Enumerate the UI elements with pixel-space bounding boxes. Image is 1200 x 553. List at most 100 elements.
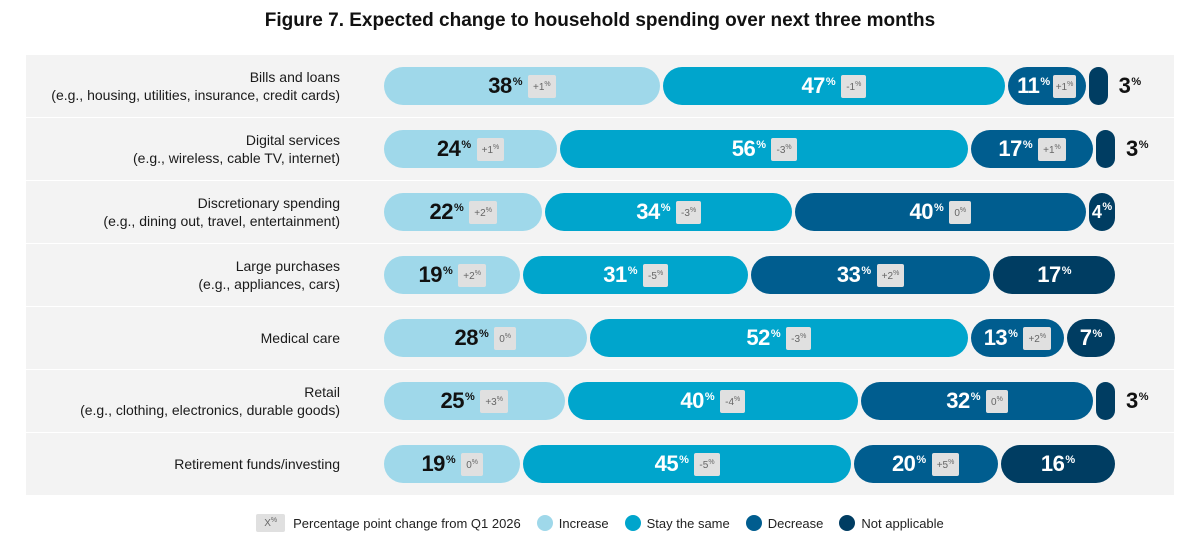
legend-item-increase: Increase xyxy=(536,515,609,531)
legend-item-na: Not applicable xyxy=(839,515,944,531)
category-example: (e.g., appliances, cars) xyxy=(198,276,340,292)
change-badge: -5% xyxy=(643,263,669,287)
legend-change-label: Percentage point change from Q1 2026 xyxy=(293,515,521,531)
bar-segment-increase: 25% +3% xyxy=(384,382,565,420)
bar-segment-stay: 52% -3% xyxy=(589,319,969,357)
bar-segment-na xyxy=(1095,382,1115,420)
change-badge: 0% xyxy=(949,200,972,224)
data-label: 56% xyxy=(731,136,766,161)
bar-segment-decrease: 33% +2% xyxy=(751,256,991,294)
data-label: 40% xyxy=(680,388,715,413)
legend-dot-stay xyxy=(624,515,641,531)
category-example: (e.g., clothing, electronics, durable go… xyxy=(80,402,340,418)
category-label: Bills and loans (e.g., housing, utilities… xyxy=(0,55,340,117)
legend: X% Percentage point change from Q1 2026 … xyxy=(0,510,1200,536)
bar-segment-increase: 24% +1% xyxy=(384,130,558,168)
data-label: 16% xyxy=(1040,451,1075,476)
change-badge: +1% xyxy=(1038,137,1066,161)
category-label: Digital services (e.g., wireless, cable T… xyxy=(0,118,340,180)
bar-segment-increase: 19% +2% xyxy=(384,256,521,294)
change-badge: +5% xyxy=(931,452,960,476)
data-label: 20% xyxy=(891,451,926,476)
data-label: 17% xyxy=(998,136,1033,161)
category-name: Digital services xyxy=(245,132,340,148)
category-label: Medical care xyxy=(0,307,340,369)
legend-label-stay: Stay the same xyxy=(646,515,730,531)
chart-row: Discretionary spending (e.g., dining out,… xyxy=(26,181,1174,243)
change-badge: -4% xyxy=(720,389,746,413)
legend-item-stay: Stay the same xyxy=(624,515,730,531)
change-badge: +2% xyxy=(469,200,497,224)
bar-segment-na: 16% xyxy=(1000,445,1115,483)
bar-segment-na xyxy=(1088,67,1108,105)
data-label: 17% xyxy=(1037,262,1071,287)
change-badge: +1% xyxy=(528,74,556,98)
bar-segment-na xyxy=(1095,130,1115,168)
legend-dot-na xyxy=(839,515,856,531)
chart-row: Retail (e.g., clothing, electronics, dura… xyxy=(26,370,1174,432)
change-badge: +2% xyxy=(876,263,905,287)
data-label: 52% xyxy=(746,325,781,350)
data-label: 28% xyxy=(454,325,489,350)
bar-segment-decrease: 20% +5% xyxy=(853,445,998,483)
bar-segment-na: 7% xyxy=(1066,319,1115,357)
change-badge: 0% xyxy=(494,326,517,350)
data-label: 22% xyxy=(429,199,464,224)
change-badge: +2% xyxy=(1023,326,1052,350)
legend-change-key: X% Percentage point change from Q1 2026 xyxy=(256,514,521,532)
data-label: 3% xyxy=(1126,136,1149,161)
bar-segment-decrease: 32% 0% xyxy=(861,382,1093,420)
legend-dot-decrease xyxy=(745,515,762,531)
change-badge: +3% xyxy=(480,389,508,413)
bar-segment-stay: 31% -5% xyxy=(523,256,748,294)
bar-segment-increase: 28% 0% xyxy=(384,319,587,357)
category-name: Retail xyxy=(304,384,340,400)
chart-row: Large purchases (e.g., appliances, cars) 1… xyxy=(26,244,1174,306)
bar-segment-decrease: 13% +2% xyxy=(971,319,1064,357)
data-label: 25% xyxy=(440,388,475,413)
bar-segment-na: 4% xyxy=(1088,193,1115,231)
category-name: Retirement funds/investing xyxy=(174,456,340,472)
change-badge: +1% xyxy=(476,137,505,161)
chart-row: Digital services (e.g., wireless, cable T… xyxy=(26,118,1174,180)
change-badge: 0% xyxy=(461,452,483,476)
data-label: 3% xyxy=(1118,73,1142,98)
legend-item-decrease: Decrease xyxy=(745,515,824,531)
data-label: 3% xyxy=(1126,388,1149,413)
chart-title: Figure 7. Expected change to household s… xyxy=(264,10,936,31)
change-badge: -3% xyxy=(786,326,812,350)
change-badge: 0% xyxy=(986,389,1008,413)
category-label: Large purchases (e.g., appliances, cars) xyxy=(0,244,340,306)
category-label: Discretionary spending (e.g., dining out,… xyxy=(0,181,340,243)
change-badge: -3% xyxy=(771,137,797,161)
category-name: Large purchases xyxy=(235,258,340,274)
chart-row: Medical care 28% 0% 52% -3% 13% +2% 7% xyxy=(26,307,1174,369)
bar-segment-increase: 19% 0% xyxy=(384,445,521,483)
change-badge: -5% xyxy=(694,452,720,476)
legend-label-na: Not applicable xyxy=(861,515,944,531)
category-label: Retirement funds/investing xyxy=(0,433,340,495)
chart-row: Bills and loans (e.g., housing, utilities… xyxy=(26,55,1174,117)
bar-segment-na: 17% xyxy=(993,256,1115,294)
change-badge: +1% xyxy=(1052,74,1077,98)
data-label: 47% xyxy=(801,73,836,98)
bar-segment-stay: 34% -3% xyxy=(545,193,793,231)
change-badge: +2% xyxy=(458,263,486,287)
category-name: Discretionary spending xyxy=(197,195,340,211)
legend-label-decrease: Decrease xyxy=(767,515,824,531)
bar-segment-increase: 22% +2% xyxy=(384,193,543,231)
data-label: 34% xyxy=(636,199,671,224)
chart-row: Retirement funds/investing 19% 0% 45% -5% 20%… xyxy=(26,433,1174,495)
category-example: (e.g., wireless, cable TV, internet) xyxy=(133,150,340,166)
bar-segment-decrease: 40% 0% xyxy=(795,193,1086,231)
data-label: 11% xyxy=(1017,73,1050,98)
data-label: 40% xyxy=(909,199,944,224)
data-label: 45% xyxy=(654,451,689,476)
bar-segment-decrease: 17% +1% xyxy=(971,130,1093,168)
bar-segment-stay: 45% -5% xyxy=(523,445,851,483)
data-label: 38% xyxy=(488,73,523,98)
bar-segment-stay: 56% -3% xyxy=(560,130,969,168)
data-label: 19% xyxy=(421,451,456,476)
data-label: 13% xyxy=(983,325,1018,350)
change-badge: -1% xyxy=(841,74,867,98)
